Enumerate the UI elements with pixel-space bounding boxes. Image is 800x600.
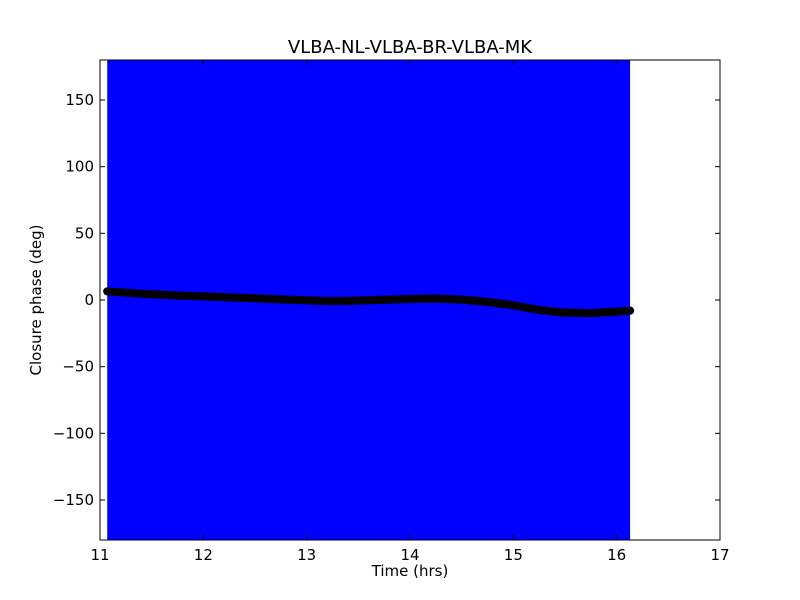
x-axis-label: Time (hrs)	[371, 562, 449, 580]
chart-title: VLBA-NL-VLBA-BR-VLBA-MK	[288, 37, 533, 58]
x-tick-label: 15	[504, 546, 523, 564]
y-tick-label: −100	[53, 424, 94, 442]
data-points	[103, 287, 635, 318]
data-point	[127, 289, 135, 298]
y-tick-label: 50	[75, 224, 94, 242]
x-tick-label: 13	[297, 546, 316, 564]
closure-phase-line	[103, 287, 635, 318]
data-point	[535, 306, 544, 314]
data-point	[380, 295, 389, 304]
data-point	[457, 295, 466, 304]
data-point	[173, 291, 182, 300]
y-tick-label: 0	[84, 291, 94, 309]
x-tick-label: 17	[710, 546, 729, 564]
x-tick-label: 11	[90, 546, 109, 564]
data-point	[276, 295, 285, 304]
data-point	[586, 309, 595, 318]
y-axis-ticks: −150 −100 −50 0 50 100 150	[53, 91, 720, 509]
data-point	[302, 296, 311, 305]
data-point	[626, 306, 635, 315]
y-axis-label: Closure phase (deg)	[27, 225, 45, 376]
plot-area	[99, 59, 721, 541]
data-point	[199, 292, 208, 301]
data-point	[225, 293, 234, 302]
data-point	[483, 298, 492, 306]
y-tick-label: 150	[65, 91, 94, 109]
y-tick-label: 100	[65, 158, 94, 176]
data-point	[328, 297, 337, 306]
y-tick-label: −50	[62, 358, 94, 376]
data-point	[406, 294, 414, 303]
data-point	[251, 294, 259, 303]
data-point	[561, 308, 569, 317]
data-point	[612, 307, 621, 316]
data-point	[147, 290, 156, 299]
x-axis-ticks: 11 12 13 14 15 16 17	[90, 60, 730, 564]
data-point	[509, 301, 518, 310]
x-tick-label: 16	[607, 546, 626, 564]
x-tick-label: 14	[400, 546, 419, 564]
data-point	[431, 294, 440, 303]
data-point	[354, 296, 363, 305]
y-tick-label: −150	[53, 491, 94, 509]
data-point	[103, 287, 112, 296]
x-tick-label: 12	[194, 546, 213, 564]
